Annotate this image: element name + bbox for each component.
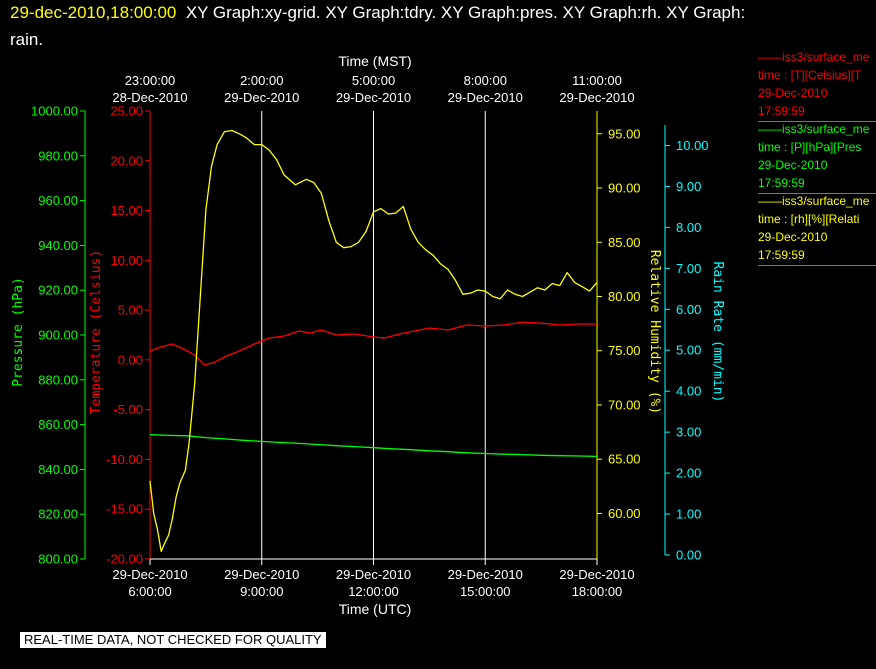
x-top-tick-date: 28-Dec-2010 <box>112 90 187 105</box>
x-bottom-tick-date: 29-Dec-2010 <box>559 567 634 582</box>
humidity-tick-label: 80.00 <box>608 289 641 304</box>
quality-notice: REAL-TIME DATA, NOT CHECKED FOR QUALITY <box>20 632 326 648</box>
x-top-axis-label: Time (MST) <box>338 53 411 69</box>
legend-entry-line4: 17:59:59 <box>758 104 805 118</box>
legend-entry-line1: ——iss3/surface_me <box>758 194 870 208</box>
legend-entry-line1: ——iss3/surface_me <box>758 122 870 136</box>
pressure-tick-label: 820.00 <box>38 507 78 522</box>
temperature-tick-label: 5.00 <box>118 303 143 318</box>
humidity-tick-label: 65.00 <box>608 452 641 467</box>
legend-entry-line3: 29-Dec-2010 <box>758 158 828 172</box>
x-bottom-tick-time: 15:00:00 <box>460 584 511 599</box>
legend-entry-line2: time : [P][hPa][Pres <box>758 140 862 154</box>
rain-tick-label: 8.00 <box>676 220 701 235</box>
humidity-series-line <box>149 129 598 553</box>
humidity-tick-label: 90.00 <box>608 181 641 196</box>
rain-tick-label: 4.00 <box>676 384 701 399</box>
temperature-tick-label: -15.00 <box>106 502 143 517</box>
page-title-continued: rain. <box>10 30 44 49</box>
rain-tick-label: 9.00 <box>676 179 701 194</box>
pressure-series-line <box>149 434 598 458</box>
rain-tick-label: 5.00 <box>676 343 701 358</box>
rain-axis-label: Rain Rate (mm/min) <box>710 262 725 403</box>
temperature-tick-label: 0.00 <box>118 352 143 367</box>
x-bottom-tick-date: 29-Dec-2010 <box>112 567 187 582</box>
pressure-tick-label: 1000.00 <box>31 104 78 119</box>
temperature-series-line <box>149 321 597 366</box>
temperature-tick-label: 10.00 <box>110 253 143 268</box>
rain-tick-label: 0.00 <box>676 548 701 563</box>
legend-entry-line4: 17:59:59 <box>758 248 805 262</box>
humidity-tick-label: 70.00 <box>608 397 641 412</box>
legend-entry-line1: ——iss3/surface_me <box>758 50 870 64</box>
pressure-tick-label: 880.00 <box>38 372 78 387</box>
x-bottom-tick-time: 9:00:00 <box>240 584 283 599</box>
page-title: 29-dec-2010,18:00:00 XY Graph:xy-grid. X… <box>10 3 745 23</box>
pressure-tick-label: 840.00 <box>38 462 78 477</box>
x-top-tick-time: 23:00:00 <box>125 73 176 88</box>
pressure-tick-label: 940.00 <box>38 238 78 253</box>
rain-tick-label: 2.00 <box>676 466 701 481</box>
x-top-tick-time: 11:00:00 <box>572 73 622 88</box>
temperature-tick-label: -5.00 <box>113 402 143 417</box>
humidity-tick-label: 85.00 <box>608 235 641 250</box>
x-bottom-axis-label: Time (UTC) <box>339 601 412 617</box>
rain-tick-label: 6.00 <box>676 302 701 317</box>
humidity-tick-label: 95.00 <box>608 126 641 141</box>
legend-separator <box>758 121 876 122</box>
pressure-tick-label: 920.00 <box>38 283 78 298</box>
rain-tick-label: 10.00 <box>676 138 709 153</box>
rain-tick-label: 7.00 <box>676 261 701 276</box>
legend-entry-line2: time : [T][Celsius][T <box>758 68 862 82</box>
x-top-tick-date: 29-Dec-2010 <box>559 90 634 105</box>
x-bottom-tick-time: 18:00:00 <box>572 584 623 599</box>
x-bottom-tick-date: 29-Dec-2010 <box>448 567 523 582</box>
x-top-tick-time: 8:00:00 <box>464 73 507 88</box>
legend-entry-line3: 29-Dec-2010 <box>758 230 828 244</box>
rain-tick-label: 3.00 <box>676 425 701 440</box>
temperature-tick-label: -20.00 <box>106 552 143 567</box>
x-top-tick-time: 2:00:00 <box>240 73 283 88</box>
legend-entry-line4: 17:59:59 <box>758 176 805 190</box>
temperature-tick-label: -10.00 <box>106 452 143 467</box>
title-graph-list: XY Graph:xy-grid. XY Graph:tdry. XY Grap… <box>185 3 746 22</box>
series-lines <box>149 129 598 553</box>
temperature-tick-label: 20.00 <box>110 153 143 168</box>
x-top-tick-date: 29-Dec-2010 <box>224 90 299 105</box>
axes: 29-Dec-2010 6:00:00 29-Dec-2010 9:00:00 29-D… <box>31 73 709 599</box>
pressure-tick-label: 900.00 <box>38 328 78 343</box>
title-timestamp: 29-dec-2010,18:00:00 <box>10 3 177 22</box>
legend-entry-line2: time : [rh][%][Relati <box>758 212 860 226</box>
x-bottom-tick-date: 29-Dec-2010 <box>224 567 299 582</box>
x-bottom-tick-time: 6:00:00 <box>128 584 171 599</box>
rain-tick-label: 1.00 <box>676 507 701 522</box>
temperature-tick-label: 15.00 <box>110 203 143 218</box>
humidity-axis-label: Relative Humidity (%) <box>647 250 662 414</box>
legend-separator <box>758 193 876 194</box>
temperature-tick-label: 25.00 <box>110 104 143 119</box>
legend-separator <box>758 265 876 266</box>
pressure-tick-label: 860.00 <box>38 417 78 432</box>
x-top-tick-date: 29-Dec-2010 <box>448 90 523 105</box>
legend-entry-line3: 29-Dec-2010 <box>758 86 828 100</box>
x-bottom-tick-time: 12:00:00 <box>348 584 399 599</box>
x-bottom-tick-date: 29-Dec-2010 <box>336 567 411 582</box>
humidity-tick-label: 60.00 <box>608 506 641 521</box>
vertical-grid <box>261 111 486 559</box>
pressure-axis-label: Pressure (hPa) <box>11 277 26 387</box>
humidity-tick-label: 75.00 <box>608 343 641 358</box>
pressure-tick-label: 960.00 <box>38 193 78 208</box>
x-top-tick-time: 5:00:00 <box>352 73 395 88</box>
x-top-tick-date: 29-Dec-2010 <box>336 90 411 105</box>
temperature-axis-label: Temperature (Celsius) <box>89 250 104 414</box>
pressure-tick-label: 980.00 <box>38 148 78 163</box>
pressure-tick-label: 800.00 <box>38 552 78 567</box>
